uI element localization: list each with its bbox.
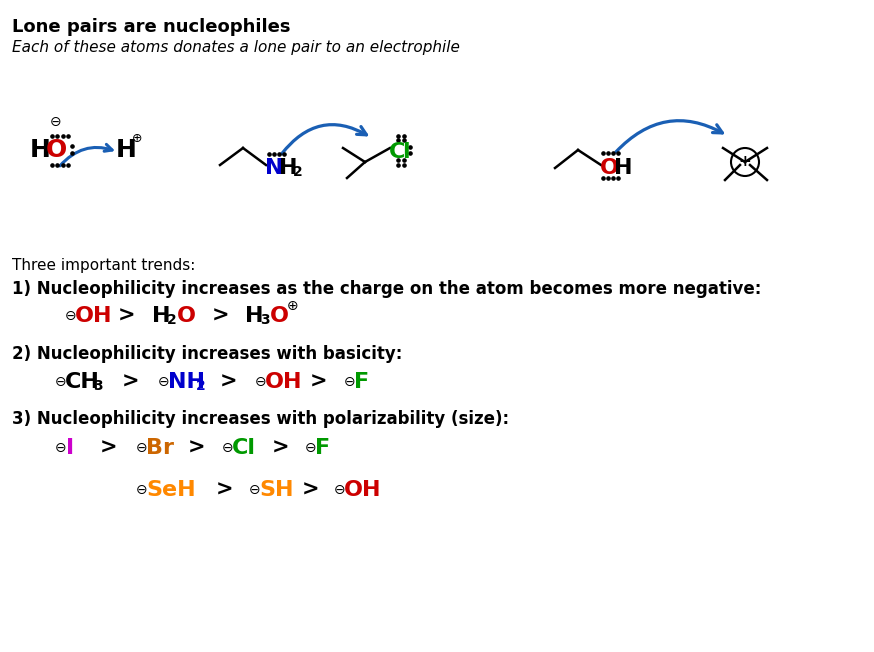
FancyArrowPatch shape xyxy=(616,121,723,152)
Text: ⊖: ⊖ xyxy=(55,441,66,455)
Text: 3: 3 xyxy=(260,313,269,327)
Text: ⊕: ⊕ xyxy=(287,299,299,313)
Text: H: H xyxy=(279,158,297,178)
Text: O: O xyxy=(270,306,289,326)
Text: ⊖: ⊖ xyxy=(158,375,170,389)
Text: OH: OH xyxy=(75,306,113,326)
Text: ⊖: ⊖ xyxy=(255,375,267,389)
Text: C: C xyxy=(389,142,406,162)
Text: O: O xyxy=(600,158,619,178)
Text: 2: 2 xyxy=(196,379,205,393)
Text: CH: CH xyxy=(65,372,100,392)
Text: F: F xyxy=(315,438,330,458)
Text: >: > xyxy=(271,438,288,458)
Text: >: > xyxy=(216,480,233,500)
Text: >: > xyxy=(187,438,205,458)
Text: 2) Nucleophilicity increases with basicity:: 2) Nucleophilicity increases with basici… xyxy=(12,345,402,363)
FancyArrowPatch shape xyxy=(59,144,112,166)
Text: ⊖: ⊖ xyxy=(334,483,345,497)
Text: ⊖: ⊖ xyxy=(249,483,260,497)
Text: >: > xyxy=(212,306,229,326)
Text: ⊖: ⊖ xyxy=(222,441,233,455)
Text: Cl: Cl xyxy=(232,438,256,458)
Text: >: > xyxy=(121,372,139,392)
Text: ⊖: ⊖ xyxy=(344,375,356,389)
Text: ⊖: ⊖ xyxy=(65,309,77,323)
Text: >: > xyxy=(219,372,237,392)
Text: ⊖: ⊖ xyxy=(305,441,316,455)
Text: OH: OH xyxy=(265,372,302,392)
Text: 1) Nucleophilicity increases as the charge on the atom becomes more negative:: 1) Nucleophilicity increases as the char… xyxy=(12,280,761,298)
Text: H: H xyxy=(152,306,170,326)
Text: H: H xyxy=(30,138,51,162)
Text: 3) Nucleophilicity increases with polarizability (size):: 3) Nucleophilicity increases with polari… xyxy=(12,410,510,428)
Text: 2: 2 xyxy=(167,313,177,327)
Text: ⊖: ⊖ xyxy=(50,115,62,129)
Text: Lone pairs are nucleophiles: Lone pairs are nucleophiles xyxy=(12,18,290,36)
Text: Br: Br xyxy=(146,438,174,458)
Text: H: H xyxy=(245,306,263,326)
Text: >: > xyxy=(117,306,135,326)
Text: ⊕: ⊕ xyxy=(132,132,142,145)
Text: O: O xyxy=(177,306,196,326)
Text: Three important trends:: Three important trends: xyxy=(12,258,196,273)
Text: NH: NH xyxy=(168,372,205,392)
Text: >: > xyxy=(100,438,117,458)
Text: Each of these atoms donates a lone pair to an electrophile: Each of these atoms donates a lone pair … xyxy=(12,40,460,55)
Text: I: I xyxy=(66,438,74,458)
Text: ⊖: ⊖ xyxy=(55,375,66,389)
Text: N: N xyxy=(265,158,283,178)
Text: >: > xyxy=(302,480,319,500)
Text: ⊖: ⊖ xyxy=(136,483,148,497)
Text: l: l xyxy=(402,142,410,162)
Text: ⊖: ⊖ xyxy=(136,441,148,455)
Text: O: O xyxy=(46,138,67,162)
Text: 2: 2 xyxy=(293,165,302,179)
Text: F: F xyxy=(354,372,369,392)
Text: OH: OH xyxy=(344,480,381,500)
Text: SeH: SeH xyxy=(146,480,196,500)
Text: 3: 3 xyxy=(93,379,102,393)
Text: SH: SH xyxy=(259,480,294,500)
Text: >: > xyxy=(309,372,327,392)
FancyArrowPatch shape xyxy=(281,125,366,154)
Text: H: H xyxy=(116,138,137,162)
Text: +: + xyxy=(739,155,752,170)
Text: H: H xyxy=(614,158,633,178)
